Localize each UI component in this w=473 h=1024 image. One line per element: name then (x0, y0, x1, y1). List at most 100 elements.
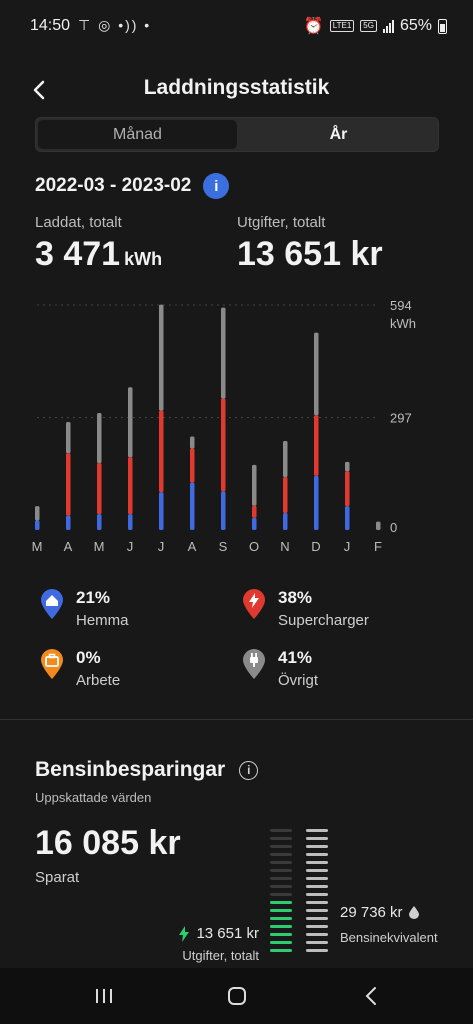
bar-segment (97, 514, 102, 530)
page-title: Laddningsstatistik (143, 76, 330, 99)
recent-apps-button[interactable] (89, 982, 119, 1010)
gas-level-bars (306, 829, 328, 957)
legend-name-other: Övrigt (278, 672, 319, 689)
battery-icon (438, 18, 447, 34)
level-bar (306, 917, 328, 920)
x-tick-label: S (219, 539, 228, 554)
recent-apps-icon (96, 989, 112, 1003)
drop-icon (408, 906, 419, 919)
x-tick-label: A (64, 539, 73, 554)
bar-segment (128, 457, 133, 515)
home-button[interactable] (222, 982, 252, 1010)
level-bar (306, 933, 328, 936)
legend-pct-work: 0% (76, 648, 101, 667)
bar-segment (221, 398, 226, 492)
plug-icon (243, 649, 265, 679)
x-tick-label: M (32, 539, 43, 554)
charging-chart: 594 297 0 kWh M A M J J A S O N D J F (32, 298, 416, 554)
cost-label: Utgifter, totalt (182, 948, 259, 963)
legend-item-other: 41% Övrigt (242, 648, 318, 689)
level-bar (270, 877, 292, 880)
level-bar (270, 845, 292, 848)
bar-segment (159, 410, 164, 493)
x-tick-label: J (158, 539, 165, 554)
cost-value: 13 651 kr (178, 925, 259, 942)
bar-segment (159, 304, 164, 411)
tab-month[interactable]: Månad (38, 120, 237, 149)
info-outline-icon[interactable]: i (239, 760, 259, 780)
back-button[interactable] (28, 76, 52, 104)
level-bar (270, 837, 292, 840)
legend-item-supercharger: 38% Supercharger (242, 588, 369, 629)
status-right: ⏰ LTE1 5G 65% (304, 16, 447, 36)
y-tick-label: 297 (390, 411, 412, 426)
bar-segment (190, 482, 195, 530)
kpi-charged-value: 3 471 kWh (35, 235, 162, 274)
level-bar (270, 893, 292, 896)
bar-segment (314, 475, 319, 530)
kpi-charged-label: Laddat, totalt (35, 214, 122, 231)
bolt-icon (179, 925, 190, 942)
level-bar (306, 893, 328, 896)
bar-segment (252, 505, 257, 518)
kpi-charged: Laddat, totalt 3 471 kWh (35, 214, 162, 274)
system-nav-bar (0, 968, 473, 1024)
level-bar (306, 925, 328, 928)
bar-segment (314, 415, 319, 476)
x-tick-label: J (344, 539, 351, 554)
legend-pct-home: 21% (76, 588, 111, 607)
bar-segment (190, 448, 195, 483)
back-nav-button[interactable] (356, 982, 386, 1010)
network-badge: LTE1 (329, 20, 355, 32)
section-divider (0, 719, 473, 720)
x-tick-label: D (311, 539, 320, 554)
cost-value-text: 13 651 kr (196, 925, 259, 942)
signal-icon (382, 19, 394, 33)
alarm-icon: ⏰ (303, 18, 324, 35)
kpi-cost: Utgifter, totalt 13 651 kr (237, 214, 383, 274)
back-nav-icon (365, 987, 376, 1005)
x-tick-label: A (188, 539, 197, 554)
saved-value: 16 085 kr (35, 824, 181, 862)
date-range: 2022-03 - 2023-02 i (35, 172, 230, 200)
tab-year[interactable]: År (329, 125, 348, 143)
bar-segment (66, 422, 71, 454)
level-bar (270, 885, 292, 888)
level-bar (270, 949, 292, 952)
x-tick-label: F (374, 539, 382, 554)
bar-segment (283, 476, 288, 513)
bar-segment (66, 453, 71, 516)
level-bar (270, 933, 292, 936)
bar-segment (159, 492, 164, 530)
bar-segment (221, 491, 226, 530)
bar-segment (252, 464, 257, 506)
bolt-icon (243, 589, 265, 619)
x-tick-label: M (94, 539, 105, 554)
bar-segment (190, 436, 195, 449)
bar-segment (345, 471, 350, 507)
info-button[interactable]: i (203, 173, 230, 199)
bar-segment (252, 517, 257, 530)
y-tick-label: 0 (390, 520, 397, 535)
legend-name-supercharger: Supercharger (278, 612, 369, 629)
legend-item-work: 0% Arbete (40, 648, 120, 689)
briefcase-icon (41, 649, 63, 679)
x-tick-label: J (127, 539, 134, 554)
level-bar (270, 909, 292, 912)
bar-segment (97, 412, 102, 463)
bar-segment (128, 514, 133, 530)
date-range-text: 2022-03 - 2023-02 (35, 175, 192, 196)
bar-segment (221, 307, 226, 399)
status-bar: 14:50 ⊤ ◎ •)) • ⏰ LTE1 5G 65% (0, 0, 473, 54)
bar-segment (283, 512, 288, 530)
savings-title: Bensinbesparingar i (35, 758, 259, 782)
header: Laddningsstatistik (0, 70, 473, 110)
level-bar (306, 877, 328, 880)
level-bar (306, 861, 328, 864)
bar-segment (345, 506, 350, 530)
saved-label: Sparat (35, 869, 80, 886)
savings-subtitle: Uppskattade värden (35, 790, 152, 805)
level-bar (306, 869, 328, 872)
level-bar (306, 941, 328, 944)
bar-segment (128, 387, 133, 458)
